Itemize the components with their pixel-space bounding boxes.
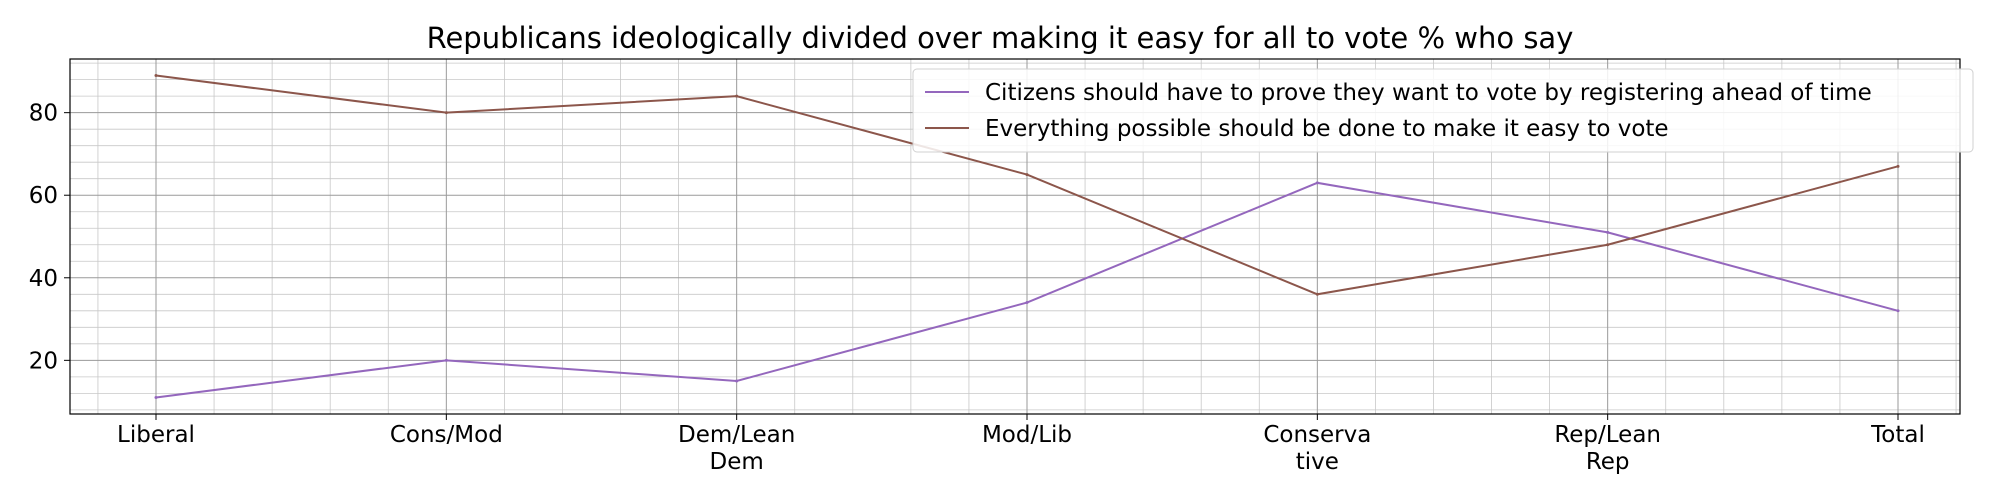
data-point xyxy=(1896,309,1900,313)
x-tick-label: Conserva tive xyxy=(1263,422,1371,475)
x-axis: Liberal Cons/Mod Dem/Lean Dem Mod/Lib Conserv… xyxy=(117,414,1925,475)
legend-label: Citizens should have to prove they want … xyxy=(985,80,1872,106)
y-tick-label: 80 xyxy=(29,101,58,127)
chart-title: Republicans ideologically divided over m… xyxy=(427,21,1574,55)
data-point xyxy=(1896,164,1900,168)
data-point xyxy=(1606,230,1610,234)
data-point xyxy=(735,94,739,98)
legend: Citizens should have to prove they want … xyxy=(912,68,1974,153)
x-tick-label: Liberal xyxy=(117,422,195,448)
data-point xyxy=(444,358,448,362)
data-point xyxy=(1025,173,1029,177)
data-point xyxy=(1606,243,1610,247)
plot-frame xyxy=(69,58,1961,415)
y-tick-label: 20 xyxy=(29,348,58,374)
x-tick-label: Dem/Lean Dem xyxy=(678,422,795,475)
data-point xyxy=(154,74,158,78)
series-layer xyxy=(154,74,1900,399)
data-point xyxy=(1315,181,1319,185)
x-tick-label: Total xyxy=(1870,422,1925,448)
data-point xyxy=(154,395,158,399)
x-tick-label: Rep/Lean Rep xyxy=(1554,422,1661,475)
y-tick-label: 40 xyxy=(29,266,58,292)
y-axis: 20 40 60 80 xyxy=(29,101,70,374)
data-point xyxy=(1025,301,1029,305)
y-tick-label: 60 xyxy=(29,183,58,209)
legend-box xyxy=(912,68,1974,153)
x-tick-label: Mod/Lib xyxy=(982,422,1072,448)
data-point xyxy=(735,379,739,383)
legend-label: Everything possible should be done to ma… xyxy=(985,116,1669,142)
data-point xyxy=(444,111,448,115)
x-tick-label: Cons/Mod xyxy=(390,422,503,448)
data-point xyxy=(1315,292,1319,296)
